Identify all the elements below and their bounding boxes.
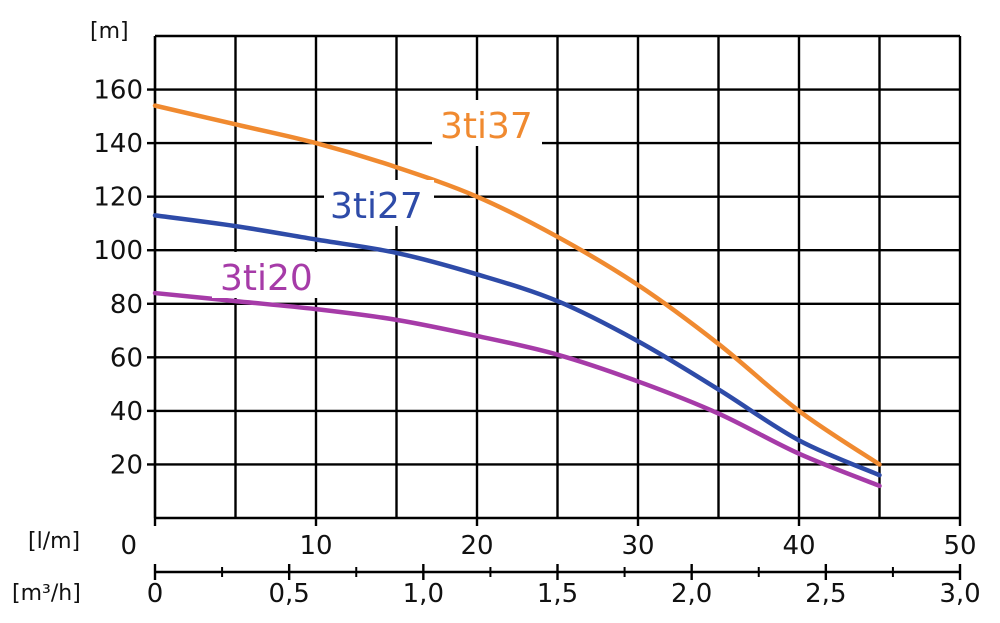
x-primary-tick-label: 40	[782, 531, 815, 561]
series-line-3ti27	[152, 213, 882, 478]
x-primary-tick-label: 10	[299, 531, 332, 561]
series-label-3ti37: 3ti37	[432, 100, 542, 147]
x-primary-tick-label: 30	[621, 531, 654, 561]
series-label-3ti20: 3ti20	[212, 252, 322, 299]
x-unit-secondary-label: [m³/h]	[12, 581, 81, 606]
x-primary-tick-label: 20	[460, 531, 493, 561]
series-line-3ti37	[152, 103, 882, 467]
y-tick-label: 20	[110, 450, 143, 480]
y-tick-label: 40	[110, 397, 143, 427]
series-name-3ti20: 3ti20	[220, 258, 313, 299]
x-primary-tick-label: 0	[120, 531, 137, 561]
series-line-3ti20	[152, 290, 882, 489]
x-secondary-tick-label: 3,0	[939, 579, 980, 609]
y-tick-label: 120	[93, 183, 143, 213]
series-lines	[152, 103, 882, 489]
x-secondary-tick-label: 1,5	[537, 579, 578, 609]
x-secondary-tick-label: 0	[147, 579, 164, 609]
tick-labels: 20 40 60 80 100 120 140 160 0 10 20 30 40 50 0 0,5 1,0 1,…	[93, 76, 980, 609]
y-tick-label: 160	[93, 76, 143, 106]
y-tick-label: 100	[93, 236, 143, 266]
y-tick-label: 140	[93, 129, 143, 159]
x-secondary-tick-label: 0,5	[268, 579, 309, 609]
x-unit-primary-label: [l/m]	[28, 529, 80, 554]
series-name-3ti37: 3ti37	[440, 106, 533, 147]
x-secondary-tick-label: 2,0	[671, 579, 712, 609]
grid	[155, 34, 962, 518]
x-primary-tick-label: 50	[943, 531, 976, 561]
series-name-3ti27: 3ti27	[330, 186, 423, 227]
y-tick-label: 60	[110, 343, 143, 373]
axes	[147, 36, 962, 580]
y-unit-label: [m]	[90, 19, 129, 44]
series-label-3ti27: 3ti27	[324, 180, 434, 227]
y-tick-label: 80	[110, 290, 143, 320]
x-secondary-tick-label: 2,5	[805, 579, 846, 609]
x-secondary-tick-label: 1,0	[403, 579, 444, 609]
